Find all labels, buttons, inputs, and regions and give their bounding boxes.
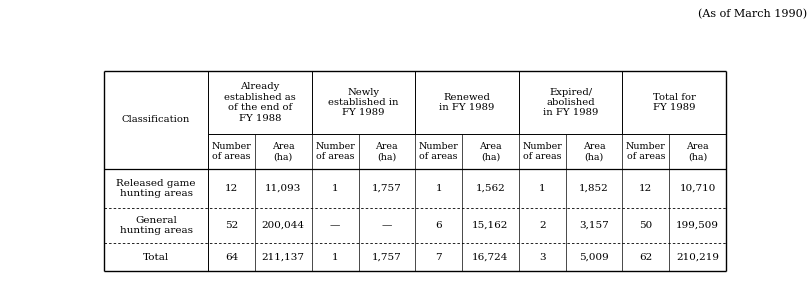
Text: Number
of areas: Number of areas	[211, 142, 251, 161]
Text: 200,044: 200,044	[262, 221, 305, 230]
Text: Released game
hunting areas: Released game hunting areas	[117, 179, 196, 198]
Text: 210,219: 210,219	[676, 253, 719, 262]
Text: 1,562: 1,562	[475, 184, 505, 193]
Text: Number
of areas: Number of areas	[626, 142, 666, 161]
Text: (As of March 1990): (As of March 1990)	[698, 9, 808, 20]
Text: Expired/
abolished
in FY 1989: Expired/ abolished in FY 1989	[543, 88, 598, 117]
Text: 62: 62	[639, 253, 652, 262]
Text: 12: 12	[225, 184, 238, 193]
Text: Area
(ha): Area (ha)	[686, 142, 709, 161]
Text: 16,724: 16,724	[472, 253, 509, 262]
Text: 1,757: 1,757	[372, 253, 402, 262]
Text: 12: 12	[639, 184, 652, 193]
Text: Area
(ha): Area (ha)	[479, 142, 501, 161]
Text: Number
of areas: Number of areas	[315, 142, 355, 161]
Text: 1: 1	[332, 253, 339, 262]
Text: 1: 1	[332, 184, 339, 193]
Text: 1: 1	[435, 184, 442, 193]
Text: 1: 1	[539, 184, 545, 193]
Text: 11,093: 11,093	[265, 184, 301, 193]
Text: Classification: Classification	[122, 115, 190, 125]
Text: 50: 50	[639, 221, 652, 230]
Text: 64: 64	[225, 253, 238, 262]
Text: 1,852: 1,852	[579, 184, 609, 193]
Text: 3,157: 3,157	[579, 221, 609, 230]
Text: Area
(ha): Area (ha)	[272, 142, 295, 161]
Text: 3: 3	[539, 253, 545, 262]
Text: Already
established as
of the end of
FY 1988: Already established as of the end of FY …	[224, 82, 296, 122]
Text: 5,009: 5,009	[579, 253, 609, 262]
Text: Renewed
in FY 1989: Renewed in FY 1989	[439, 93, 495, 112]
Text: 6: 6	[435, 221, 442, 230]
Text: Newly
established in
FY 1989: Newly established in FY 1989	[328, 88, 399, 117]
Text: 2: 2	[539, 221, 545, 230]
Text: Total for
FY 1989: Total for FY 1989	[653, 93, 696, 112]
Text: Number
of areas: Number of areas	[419, 142, 458, 161]
Text: 7: 7	[435, 253, 442, 262]
Text: 52: 52	[225, 221, 238, 230]
Text: 211,137: 211,137	[262, 253, 305, 262]
Text: General
hunting areas: General hunting areas	[120, 216, 193, 235]
Text: 10,710: 10,710	[680, 184, 716, 193]
Text: 199,509: 199,509	[676, 221, 719, 230]
Text: 1,757: 1,757	[372, 184, 402, 193]
Text: —: —	[330, 221, 340, 230]
Text: Number
of areas: Number of areas	[522, 142, 562, 161]
Text: Area
(ha): Area (ha)	[376, 142, 399, 161]
Text: 15,162: 15,162	[472, 221, 509, 230]
Text: —: —	[382, 221, 392, 230]
Text: Area
(ha): Area (ha)	[582, 142, 605, 161]
Text: Total: Total	[143, 253, 169, 262]
